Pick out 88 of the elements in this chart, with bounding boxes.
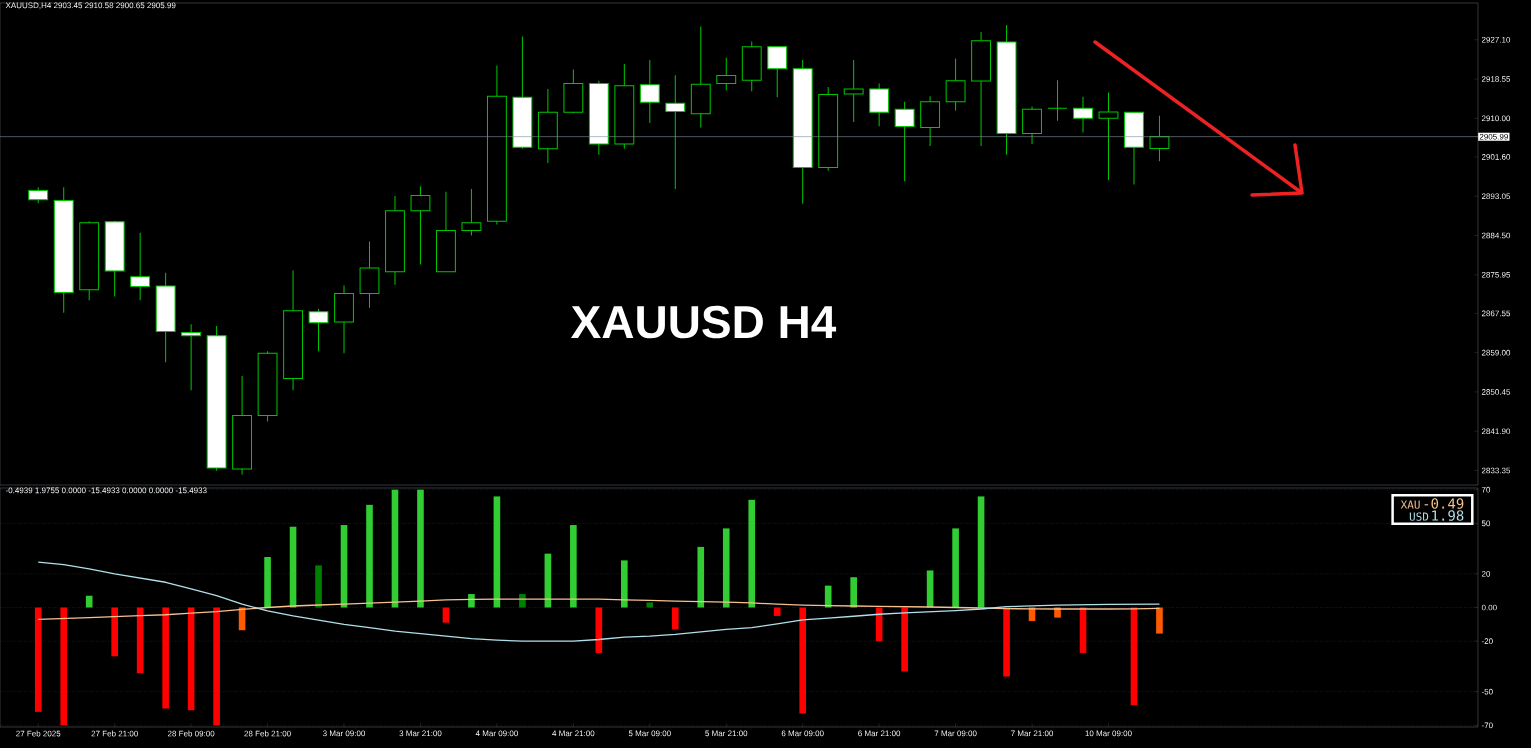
bar: [748, 499, 756, 608]
bar: [799, 607, 807, 714]
text: XAU: [1400, 500, 1420, 509]
bar: [722, 528, 730, 608]
y-tick-label: 2893.05: [1481, 193, 1511, 200]
y-tick-label: 2859.00: [1481, 349, 1511, 356]
annotation: XAUUSD H4: [571, 305, 837, 339]
bar: [1003, 607, 1010, 677]
bar: [493, 496, 501, 608]
candlestick: [894, 101, 915, 182]
candlestick: [1149, 115, 1170, 162]
candlestick: [945, 58, 966, 112]
y-tick-label: 2875.95: [1481, 271, 1511, 278]
candlestick: [1073, 96, 1093, 134]
y-tick-label: -20: [1481, 638, 1493, 644]
annotation: -0.49: [1424, 498, 1464, 509]
x-tick-label: 4 Mar 21:00: [552, 730, 595, 737]
x-tick-label: 6 Mar 21:00: [858, 730, 901, 737]
x-tick-label: 5 Mar 21:00: [705, 730, 748, 737]
bar: [773, 607, 781, 616]
candlestick: [639, 59, 660, 124]
x-tick-label: 7 Mar 09:00: [934, 730, 977, 737]
bar: [952, 528, 959, 608]
y-tick-label: 2841.90: [1481, 428, 1511, 435]
bar: [417, 489, 424, 608]
ref-line-label: 2905.99: [1479, 133, 1508, 140]
x-tick-label: 28 Feb 09:00: [167, 730, 215, 737]
bar: [671, 607, 679, 630]
bar: [315, 565, 322, 608]
y-tick-label: 20: [1481, 571, 1491, 577]
x-tick-label: 3 Mar 21:00: [399, 730, 442, 737]
candlestick: [1098, 92, 1119, 181]
candlestick: [843, 59, 864, 123]
candlestick: [308, 308, 329, 352]
y-tick-label: 2850.45: [1481, 389, 1511, 395]
bar: [468, 594, 475, 608]
candlestick: [130, 232, 151, 301]
bar: [850, 577, 857, 608]
bar: [621, 560, 628, 608]
y-tick-label: 2918.55: [1481, 76, 1511, 82]
bar: [213, 607, 220, 726]
bar: [901, 607, 908, 672]
chart-title: -0.4939 1.9755 0.0000 -15.4933 0.0000 0.0000 -15.4933: [5, 487, 207, 494]
x-tick-label: 6 Mar 09:00: [781, 730, 824, 737]
y-tick-label: 2884.50: [1481, 232, 1511, 239]
bar: [1156, 607, 1163, 634]
y-tick-label: 2867.55: [1481, 310, 1511, 317]
candlestick: [181, 323, 202, 391]
bar: [264, 557, 271, 608]
bar: [570, 525, 577, 608]
chart-title: XAUUSD,H4 2903.45 2910.58 2900.65 2905.99: [5, 2, 176, 10]
y-tick-label: 50: [1481, 520, 1491, 527]
y-tick-label: 2910.00: [1481, 115, 1511, 122]
candlestick: [461, 188, 482, 236]
x-tick-label: 3 Mar 09:00: [322, 730, 366, 737]
bar: [85, 595, 93, 608]
bar: [162, 607, 169, 709]
bar: [977, 496, 985, 608]
x-tick-label: 7 Mar 21:00: [1011, 730, 1054, 737]
x-tick-label: 5 Mar 09:00: [628, 730, 671, 737]
bar: [646, 602, 654, 608]
candlestick: [410, 185, 431, 265]
x-tick-label: 27 Feb 2025: [16, 730, 61, 737]
x-tick-label: 28 Feb 21:00: [244, 730, 291, 737]
bar: [442, 607, 450, 623]
y-tick-label: 2901.60: [1481, 154, 1511, 160]
bar: [366, 504, 373, 608]
y-tick-label: 0.00: [1481, 604, 1497, 611]
x-tick-label: 27 Feb 21:00: [91, 730, 138, 737]
bar: [60, 607, 68, 726]
y-tick-label: 2927.10: [1481, 36, 1511, 43]
bar: [111, 607, 118, 657]
candlestick: [869, 82, 890, 127]
bar: [697, 546, 705, 608]
candlestick: [716, 57, 737, 91]
y-tick-label: -70: [1481, 722, 1493, 729]
candlestick: [1047, 79, 1068, 122]
text: USD: [1409, 512, 1429, 521]
candlestick: [767, 46, 788, 98]
candlestick: [665, 74, 686, 190]
x-tick-label: 10 Mar 09:00: [1085, 730, 1132, 737]
x-tick-label: 4 Mar 09:00: [475, 730, 518, 737]
y-tick-label: -50: [1481, 688, 1493, 695]
bar: [34, 607, 42, 712]
y-tick-label: 70: [1481, 486, 1491, 493]
bar: [340, 525, 348, 608]
y-tick-label: 2833.35: [1481, 467, 1511, 474]
annotation: 1.98: [1432, 510, 1464, 521]
